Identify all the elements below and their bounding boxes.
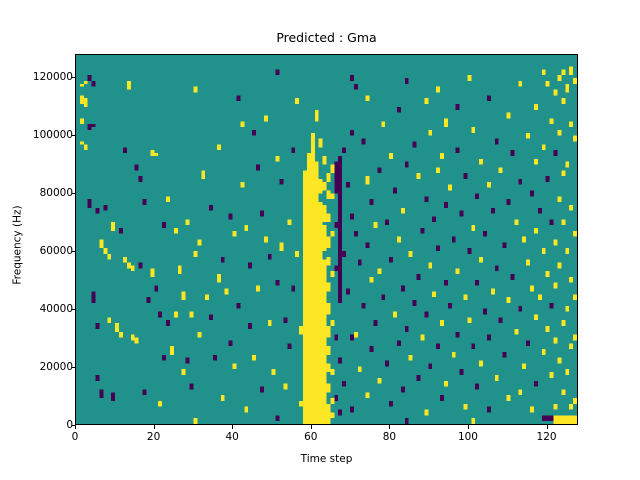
y-tick-label: 0 bbox=[66, 419, 73, 431]
x-tick-label: 40 bbox=[225, 431, 239, 443]
x-tick-mark bbox=[153, 425, 155, 429]
y-tick-mark bbox=[71, 193, 75, 195]
x-tick-mark bbox=[389, 425, 391, 429]
x-tick-label: 100 bbox=[457, 431, 478, 443]
x-tick-label: 20 bbox=[146, 431, 161, 443]
y-tick-mark bbox=[71, 309, 75, 311]
y-tick-label: 100000 bbox=[32, 129, 73, 142]
x-tick-mark bbox=[232, 425, 234, 429]
x-tick-mark bbox=[75, 425, 76, 429]
chart-title: Predicted : Gma bbox=[276, 30, 377, 45]
x-tick-label: 80 bbox=[382, 431, 397, 443]
y-tick-mark bbox=[71, 251, 75, 253]
y-tick-label: 120000 bbox=[32, 71, 73, 84]
x-tick-mark bbox=[546, 425, 548, 429]
x-tick-mark bbox=[467, 425, 469, 429]
y-tick-label: 80000 bbox=[39, 187, 73, 200]
x-tick-label: 0 bbox=[71, 431, 79, 443]
x-tick-mark bbox=[310, 425, 312, 429]
y-tick-mark bbox=[71, 367, 75, 369]
y-tick-mark bbox=[71, 77, 75, 79]
y-tick-label: 60000 bbox=[39, 245, 73, 258]
x-axis-label: Time step bbox=[300, 453, 353, 465]
y-tick-mark bbox=[71, 135, 75, 137]
y-tick-mark bbox=[71, 425, 75, 426]
heatmap-image[interactable] bbox=[76, 55, 577, 424]
x-tick-label: 60 bbox=[304, 431, 318, 443]
y-tick-label: 40000 bbox=[39, 303, 73, 316]
y-tick-label: 20000 bbox=[39, 361, 73, 374]
x-tick-label: 120 bbox=[536, 431, 557, 443]
heatmap-axes[interactable] bbox=[75, 54, 578, 425]
